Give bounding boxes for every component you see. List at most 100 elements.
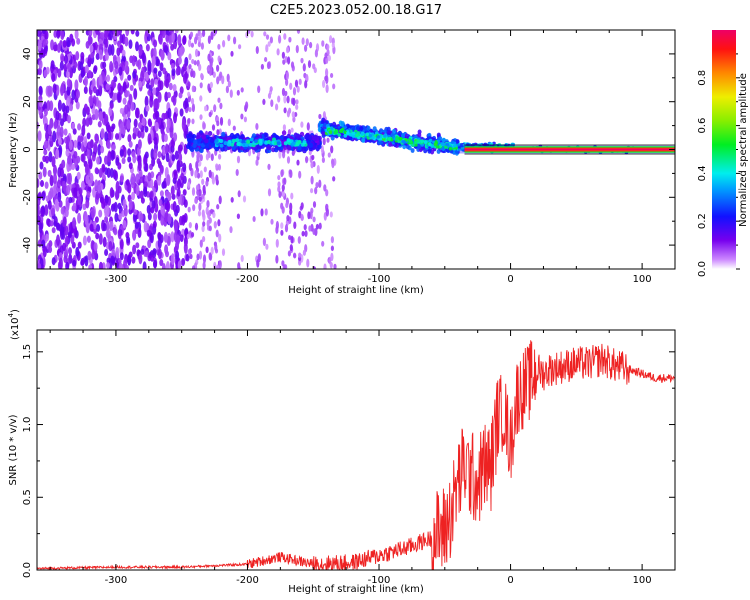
spectrogram-cell xyxy=(226,73,230,83)
spectrogram-cell xyxy=(262,98,266,106)
spectrogram-cell xyxy=(159,190,164,197)
spectrogram-cell xyxy=(246,139,251,144)
spectrogram-cell xyxy=(157,70,162,78)
spectrogram-cell xyxy=(87,34,92,46)
spectrogram-cell xyxy=(38,171,43,180)
snr-frame xyxy=(36,329,676,571)
spectrogram-cell xyxy=(121,49,126,57)
spectrogram-cell xyxy=(65,105,70,114)
spectrogram-cell xyxy=(102,61,107,69)
spectrogram-cell xyxy=(212,211,216,219)
spectrogram-cell xyxy=(320,145,324,154)
spectrogram-cell xyxy=(182,189,187,196)
spectrogram-cell xyxy=(183,212,188,223)
spectrogram-cell xyxy=(154,121,159,132)
spectrogram-cell xyxy=(41,239,46,249)
spectrogram-cell xyxy=(144,250,149,258)
spectrogram-cell xyxy=(116,91,121,103)
spectrogram-cell xyxy=(222,39,226,48)
spectrogram-cell xyxy=(126,236,131,244)
spectrogram-cell xyxy=(43,149,48,156)
spectrogram-cell xyxy=(258,141,263,146)
spectrogram-cell xyxy=(127,74,132,81)
spectrogram-cell xyxy=(139,212,144,222)
spectrogram-cell xyxy=(130,176,135,189)
spectrogram-cell xyxy=(355,125,360,131)
spectrogram-cell xyxy=(198,196,202,202)
spectrogram-cell xyxy=(272,132,277,138)
spectrogram-cell xyxy=(387,137,391,141)
spectrogram-cell xyxy=(122,219,127,229)
spectrogram-cell xyxy=(325,207,329,217)
spectrogram-cell xyxy=(260,63,264,70)
spectrogram-cell xyxy=(196,189,200,196)
spectrogram-cell xyxy=(171,31,176,43)
spectrogram-cell xyxy=(208,111,212,118)
spectrogram-cell xyxy=(169,127,174,139)
spectrogram-cell xyxy=(104,30,109,36)
spectrogram-cell xyxy=(291,111,295,118)
spectrogram-cell xyxy=(217,163,221,171)
spectrogram-cell xyxy=(283,33,287,40)
spectrogram-cell xyxy=(258,138,263,143)
x-tick-label: -100 xyxy=(368,274,391,285)
spectrogram-cell xyxy=(132,126,137,134)
spectrogram-cell xyxy=(150,254,155,262)
spectrogram-cell xyxy=(219,71,223,79)
spectrogram-cell xyxy=(176,188,181,197)
spectrogram-cell xyxy=(207,53,211,62)
spectrogram-cell xyxy=(314,187,318,195)
spectrogram-cell xyxy=(322,80,326,88)
spectrogram-cell xyxy=(87,250,92,261)
spectrogram-cell xyxy=(196,172,201,179)
spectrogram-cell xyxy=(117,82,122,92)
spectrogram-cell xyxy=(44,204,49,216)
spectrogram-cell xyxy=(109,102,114,109)
spectrogram-cell xyxy=(125,90,130,97)
spectrogram-cell xyxy=(44,30,49,41)
spectrogram-cell xyxy=(219,102,223,110)
spectrogram-cell xyxy=(301,230,305,237)
spectrogram-cell xyxy=(218,233,222,243)
spectrogram-cell xyxy=(305,38,309,46)
spectrogram-cell xyxy=(214,138,219,143)
spectrogram-cell xyxy=(199,154,203,162)
spectrogram-cell xyxy=(240,113,244,120)
spectrogram-cell xyxy=(170,185,175,196)
spectrogram-cell xyxy=(278,34,282,44)
spectrogram-cell xyxy=(138,45,143,57)
spectrogram-cell xyxy=(212,30,216,37)
spectrogram-cell xyxy=(110,149,115,162)
spectrogram-cell xyxy=(100,128,105,139)
spectrogram-cell xyxy=(61,102,66,113)
spectrogram-cell xyxy=(56,30,61,38)
spectrogram-cell xyxy=(104,113,109,125)
spectrogram-cell xyxy=(264,56,268,63)
spectrogram-cell xyxy=(153,136,158,146)
spectrogram-cell xyxy=(343,134,348,138)
spectrogram-cell xyxy=(235,169,239,176)
spectrogram-cell xyxy=(104,211,109,218)
spectrogram-cell xyxy=(329,211,333,218)
snr-series-line xyxy=(37,340,675,570)
spectrogram-cell xyxy=(376,135,381,139)
spectrogram-cell xyxy=(66,184,71,196)
spectrogram-cell xyxy=(165,250,169,258)
spectrogram-cell xyxy=(132,132,137,140)
spectrogram-cell xyxy=(39,161,44,170)
spectrogram-cell xyxy=(57,191,62,203)
spectrogram-cell xyxy=(68,140,73,151)
spectrogram-cell xyxy=(304,44,308,52)
spectrogram-cell xyxy=(166,200,171,213)
spectrogram-cell xyxy=(152,220,157,229)
spectrogram-cell xyxy=(177,34,182,47)
spectrogram-cell xyxy=(107,44,112,56)
spectrogram-cell xyxy=(127,182,132,194)
spectrogram-cell xyxy=(334,129,339,133)
spectrogram-cell xyxy=(237,262,241,269)
spectrogram-cell xyxy=(37,262,42,269)
spectrogram-cell xyxy=(202,30,206,38)
spectrogram-cell xyxy=(84,76,88,87)
spectrogram-cell xyxy=(326,43,330,51)
